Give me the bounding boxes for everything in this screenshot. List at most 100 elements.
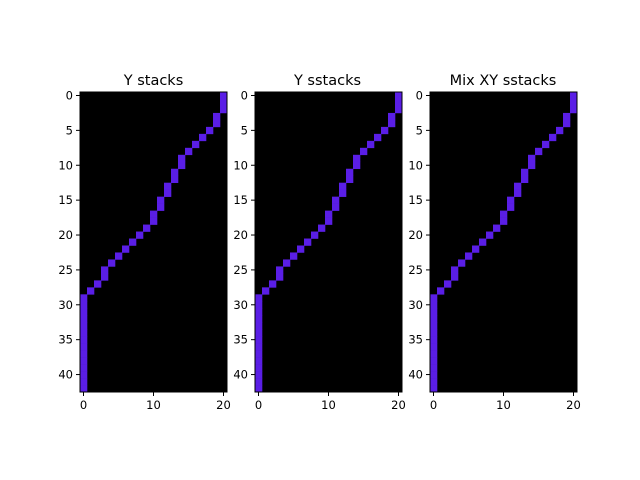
image-cell: [255, 350, 263, 358]
image-cell: [430, 371, 438, 379]
subplot-title: Y stacks: [123, 73, 184, 89]
image-cell: [374, 133, 382, 142]
y-tick-label: 0: [66, 88, 73, 102]
image-cell: [255, 329, 263, 337]
image-cell: [486, 231, 494, 239]
image-cell: [255, 308, 263, 316]
image-cell: [108, 259, 116, 267]
y-tick-label: 5: [66, 123, 73, 137]
image-cell: [430, 315, 438, 323]
image-cell: [458, 259, 466, 267]
image-cell: [87, 287, 95, 295]
image-cell: [101, 273, 109, 281]
image-cell: [444, 280, 452, 288]
subplot-title: Mix XY sstacks: [450, 73, 557, 89]
image-cell: [353, 161, 361, 170]
image-cell: [213, 112, 221, 121]
image-cell: [430, 322, 438, 330]
image-cell: [339, 182, 347, 190]
image-cell: [353, 154, 361, 163]
image-cell: [570, 105, 578, 114]
image-cell: [318, 224, 326, 232]
image-cell: [150, 210, 158, 218]
image-cell: [507, 203, 515, 211]
image-cell: [122, 245, 130, 253]
image-cell: [535, 147, 543, 156]
image-cell: [143, 224, 151, 232]
image-cell: [178, 154, 186, 163]
image-cell: [360, 147, 368, 156]
image-cell: [395, 105, 403, 114]
image-cell: [500, 210, 508, 218]
image-cell: [472, 245, 480, 253]
image-cell: [80, 301, 88, 309]
y-tick-label: 10: [233, 158, 248, 172]
image-cell: [430, 357, 438, 365]
image-cell: [255, 294, 263, 302]
image-cell: [430, 329, 438, 337]
subplot-title: Y sstacks: [293, 73, 361, 89]
x-tick-label: 10: [146, 398, 161, 412]
image-cell: [262, 287, 270, 295]
image-cell: [164, 189, 172, 197]
y-tick-label: 25: [408, 263, 423, 277]
image-cell: [276, 266, 284, 274]
image-cell: [150, 217, 158, 225]
image-cell: [430, 350, 438, 358]
image-cell: [346, 175, 354, 183]
image-cell: [255, 378, 263, 386]
image-cell: [80, 364, 88, 372]
image-cell: [220, 98, 228, 107]
image-cell: [255, 357, 263, 365]
image-cell: [255, 322, 263, 330]
y-tick-label: 35: [58, 333, 73, 347]
image-cell: [332, 196, 340, 204]
y-tick-label: 20: [233, 228, 248, 242]
image-cell: [129, 238, 137, 246]
image-cell: [80, 329, 88, 337]
image-cell: [570, 92, 578, 100]
y-tick-label: 40: [58, 368, 73, 382]
x-tick-label: 20: [391, 398, 406, 412]
image-cell: [80, 385, 88, 393]
image-cell: [171, 168, 179, 177]
image-cell: [325, 210, 333, 218]
image-cell: [332, 203, 340, 211]
image-cell: [80, 350, 88, 358]
y-tick-label: 30: [408, 298, 423, 312]
image-cell: [213, 119, 221, 128]
y-tick-label: 20: [58, 228, 73, 242]
image-cell: [157, 203, 165, 211]
y-tick-label: 15: [233, 193, 248, 207]
subplot-y-stacks: Y stacks 0 10 20 0 5 10 15 20 25 30 35 40: [58, 73, 230, 412]
image-cell: [255, 343, 263, 351]
image-cell: [430, 294, 438, 302]
image-cell: [381, 126, 389, 135]
image-cell: [542, 140, 550, 149]
subplot-y-sstacks: Y sstacks 0 10 20 0 5 10 15 20 25 30 35 40: [233, 73, 405, 412]
image-cell: [528, 154, 536, 163]
image-cell: [80, 322, 88, 330]
y-tick-label: 15: [58, 193, 73, 207]
image-cell: [80, 371, 88, 379]
image-cell: [451, 266, 459, 274]
image-cell: [185, 147, 193, 156]
image-cell: [80, 336, 88, 344]
y-tick-label: 5: [416, 123, 423, 137]
image-cell: [255, 315, 263, 323]
image-cell: [388, 119, 396, 128]
image-cell: [164, 182, 172, 190]
image-cell: [430, 364, 438, 372]
image-cell: [269, 280, 277, 288]
subplot-mix-xy-sstacks: Mix XY sstacks 0 10 20 0 5 10 15 20 25 30 35 40: [408, 73, 580, 412]
image-cell: [521, 168, 529, 177]
image-cell: [549, 133, 557, 142]
image-background: [430, 92, 577, 392]
x-tick-label: 20: [216, 398, 231, 412]
image-cell: [437, 287, 445, 295]
x-tick-label: 10: [321, 398, 336, 412]
image-cell: [395, 98, 403, 107]
image-cell: [556, 126, 564, 135]
image-cell: [80, 343, 88, 351]
